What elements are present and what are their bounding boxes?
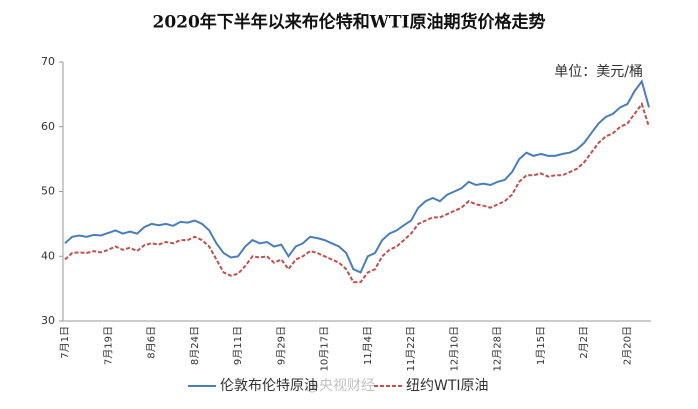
y-tick-label: 50 (41, 185, 55, 198)
y-tick-label: 30 (41, 314, 55, 327)
x-tick-label: 7月1日 (59, 326, 71, 359)
unit-label: 单位：美元/桶 (554, 64, 643, 80)
line-series (64, 101, 650, 284)
x-tick-label: 11月22日 (405, 326, 417, 371)
x-tick-label: 8月6日 (146, 326, 158, 359)
y-tick-label: 70 (41, 55, 55, 68)
legend-label: 伦敦布伦特原油 (220, 378, 318, 394)
x-tick-label: 8月24日 (189, 326, 201, 365)
chart-title: 2020年下半年以来布伦特和WTI原油期货价格走势 (152, 12, 545, 33)
x-tick-label: 9月11日 (232, 326, 244, 365)
x-tick-label: 2月2日 (578, 326, 590, 359)
x-tick-label: 12月28日 (492, 326, 504, 371)
x-tick-label: 7月19日 (102, 326, 114, 365)
watermark: @央视财经 (305, 378, 375, 394)
y-tick-label: 60 (41, 120, 55, 133)
x-tick-label: 10月17日 (319, 326, 331, 371)
x-tick-label: 2月20日 (621, 326, 633, 365)
x-tick-label: 12月10日 (448, 326, 460, 371)
line-series (64, 79, 650, 274)
x-tick-label: 11月4日 (362, 326, 374, 365)
legend-label: 纽约WTI原油 (406, 378, 489, 394)
x-tick-label: 9月29日 (275, 326, 287, 365)
y-tick-label: 40 (41, 249, 55, 262)
x-tick-label: 1月15日 (535, 326, 547, 365)
